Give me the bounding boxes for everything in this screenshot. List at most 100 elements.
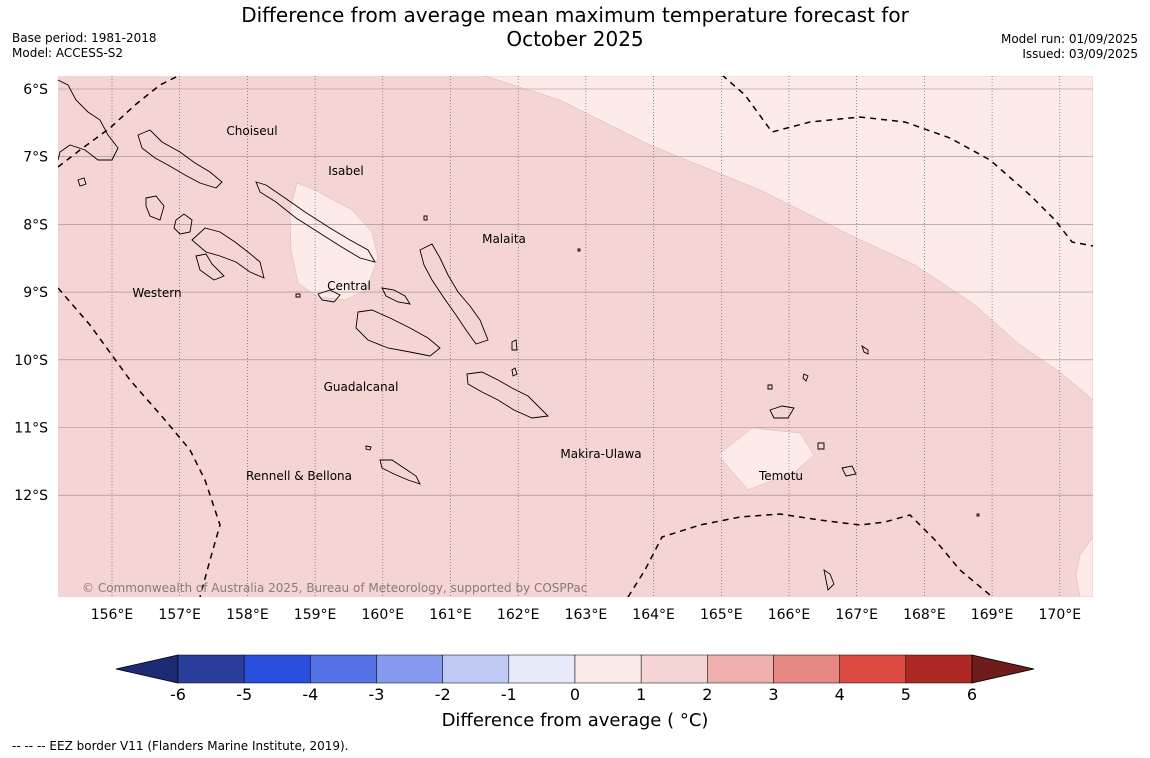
place-labels: Choiseul Isabel Malaita Western Central … bbox=[132, 124, 803, 483]
colorbar-tick-label: -3 bbox=[369, 685, 385, 704]
island-sikaiana bbox=[577, 248, 581, 252]
latitude-labels: 6°S 7°S 8°S 9°S 10°S 11°S 12°S bbox=[14, 82, 48, 504]
colorbar-cells bbox=[177, 654, 973, 684]
colorbar-tick-label: -1 bbox=[501, 685, 517, 704]
latitude-label: 8°S bbox=[23, 217, 48, 233]
island-rennell bbox=[379, 459, 421, 485]
copyright-notice: © Commonwealth of Australia 2025, Bureau… bbox=[82, 581, 587, 595]
island-isabel bbox=[255, 181, 376, 263]
place-label-western: Western bbox=[132, 286, 181, 300]
colorbar-tick-label: 6 bbox=[967, 685, 977, 704]
longitude-label: 156°E bbox=[91, 607, 134, 623]
base-period: Base period: 1981-2018 bbox=[12, 31, 157, 45]
place-label-rennell-bellona: Rennell & Bellona bbox=[246, 469, 352, 483]
longitude-label: 162°E bbox=[497, 607, 540, 623]
island-bellona bbox=[365, 445, 372, 451]
island-choiseul bbox=[137, 129, 223, 189]
latitude-label: 11°S bbox=[14, 421, 48, 437]
colorbar-cell bbox=[707, 654, 774, 684]
colorbar-tick-label: -5 bbox=[236, 685, 252, 704]
colorbar-title: Difference from average ( °C) bbox=[441, 710, 709, 731]
island-santa-cruz bbox=[769, 405, 795, 419]
colorbar-cell bbox=[310, 654, 377, 684]
island-reef-islands bbox=[767, 384, 773, 390]
island-duff bbox=[802, 373, 809, 382]
colorbar-cell bbox=[177, 654, 245, 684]
coastlines bbox=[58, 79, 980, 591]
island-new-georgia bbox=[191, 227, 265, 279]
map-area: Choiseul Isabel Malaita Western Central … bbox=[58, 76, 1093, 597]
island-malaita bbox=[419, 243, 489, 345]
latitude-label: 12°S bbox=[14, 488, 48, 504]
colorbar-cell bbox=[574, 654, 642, 684]
colorbar-tick-label: 5 bbox=[901, 685, 911, 704]
eez-border-southwest bbox=[58, 287, 221, 597]
colorbar-tick-label: 1 bbox=[636, 685, 646, 704]
longitude-label: 169°E bbox=[971, 607, 1014, 623]
latitude-label: 10°S bbox=[14, 353, 48, 369]
colorbar-cell bbox=[905, 654, 973, 684]
longitude-label: 159°E bbox=[294, 607, 337, 623]
place-label-isabel: Isabel bbox=[328, 164, 363, 178]
longitude-label: 168°E bbox=[903, 607, 946, 623]
island-kolombangara bbox=[173, 213, 193, 235]
colorbar-cell bbox=[376, 654, 443, 684]
colorbar-under-arrow bbox=[115, 654, 179, 684]
island-ulawa bbox=[511, 367, 518, 377]
island-small-malaita bbox=[511, 339, 518, 351]
longitude-labels: 156°E 157°E 158°E 159°E 160°E 161°E 162°E 163°E… bbox=[91, 607, 1081, 623]
latitude-label: 6°S bbox=[23, 82, 48, 98]
colorbar-cell bbox=[640, 654, 708, 684]
model-name: Model: ACCESS-S2 bbox=[12, 46, 124, 60]
colorbar-tick-label: 2 bbox=[702, 685, 712, 704]
longitude-label: 164°E bbox=[632, 607, 675, 623]
eez-border-northeast bbox=[722, 76, 1093, 247]
island-tikopia bbox=[976, 513, 980, 517]
place-label-makira-ulawa: Makira-Ulawa bbox=[560, 447, 641, 461]
island-bougainville-tip bbox=[58, 79, 119, 161]
place-label-guadalcanal: Guadalcanal bbox=[324, 380, 399, 394]
island-nggela-east bbox=[381, 287, 411, 305]
island-ontong-java bbox=[861, 344, 869, 355]
anomaly-region-0-1-isabel bbox=[289, 182, 379, 301]
colorbar-cell bbox=[839, 654, 907, 684]
colorbar-cell bbox=[508, 654, 576, 684]
colorbar-over-arrow bbox=[971, 654, 1035, 684]
colorbar-tick-label: -4 bbox=[302, 685, 318, 704]
island-utupua bbox=[817, 442, 825, 450]
colorbar-tick-label: 4 bbox=[835, 685, 845, 704]
island-shortland bbox=[77, 177, 87, 187]
island-makira bbox=[466, 371, 549, 419]
longitude-label: 163°E bbox=[565, 607, 608, 623]
longitude-label: 170°E bbox=[1039, 607, 1082, 623]
latitude-label: 9°S bbox=[23, 285, 48, 301]
latitude-label: 7°S bbox=[23, 150, 48, 166]
colorbar-cell bbox=[243, 654, 311, 684]
meta-right: Model run: 01/09/2025 Issued: 03/09/2025 bbox=[1001, 32, 1138, 62]
place-label-malaita: Malaita bbox=[482, 232, 526, 246]
colorbar-tick-labels: -6 -5 -4 -3 -2 -1 0 1 2 3 4 5 6 bbox=[170, 685, 977, 704]
colorbar-tick-label: -2 bbox=[435, 685, 451, 704]
place-label-central: Central bbox=[327, 279, 371, 293]
colorbar-cell bbox=[442, 654, 510, 684]
island-florida bbox=[317, 289, 341, 303]
anomaly-region-0-1-southeast bbox=[1075, 536, 1093, 597]
eez-border-south bbox=[627, 513, 991, 597]
island-rendova bbox=[195, 253, 225, 281]
longitude-label: 167°E bbox=[835, 607, 878, 623]
place-label-choiseul: Choiseul bbox=[226, 124, 277, 138]
eez-borders bbox=[58, 76, 1093, 597]
model-run: Model run: 01/09/2025 bbox=[1000, 32, 1138, 46]
longitude-label: 161°E bbox=[429, 607, 472, 623]
island-russell bbox=[295, 293, 301, 298]
colorbar-cell bbox=[773, 654, 840, 684]
longitude-label: 166°E bbox=[768, 607, 811, 623]
colorbar-tick-label: -6 bbox=[170, 685, 186, 704]
place-label-temotu: Temotu bbox=[758, 469, 803, 483]
island-guadalcanal bbox=[355, 309, 441, 357]
title-line-1: Difference from average mean maximum tem… bbox=[241, 3, 909, 27]
island-vanikoro bbox=[841, 465, 857, 477]
island-vella-lavella bbox=[145, 195, 165, 221]
longitude-label: 157°E bbox=[158, 607, 201, 623]
